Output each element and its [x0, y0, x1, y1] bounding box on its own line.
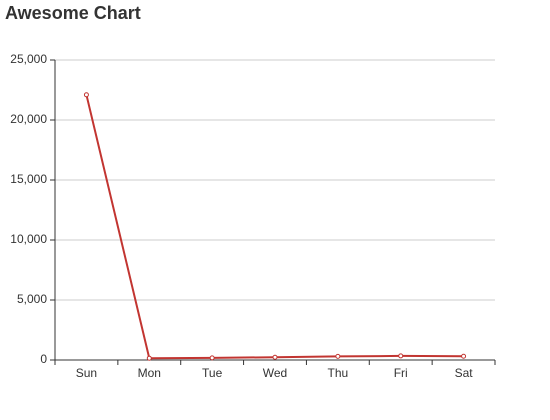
- data-point: [398, 353, 404, 359]
- x-tick-label: Mon: [138, 366, 161, 380]
- y-tick-label: 0: [40, 352, 47, 366]
- data-point: [461, 353, 467, 359]
- x-tick-label: Sat: [455, 366, 474, 380]
- x-tick-label: Sun: [76, 366, 97, 380]
- data-point: [146, 355, 152, 361]
- x-tick-label: Wed: [263, 366, 287, 380]
- y-tick-label: 25,000: [10, 52, 47, 66]
- x-tick-label: Thu: [328, 366, 349, 380]
- series-line: [85, 94, 464, 360]
- data-point: [83, 92, 89, 98]
- y-tick-label: 20,000: [10, 112, 47, 126]
- data-point: [209, 355, 215, 361]
- x-tick-label: Fri: [394, 366, 408, 380]
- y-tick-label: 5,000: [17, 292, 47, 306]
- x-tick-label: Tue: [202, 366, 223, 380]
- data-point: [335, 353, 341, 359]
- y-tick-label: 15,000: [10, 172, 47, 186]
- chart-title: Awesome Chart: [5, 3, 141, 23]
- y-tick-label: 10,000: [10, 232, 47, 246]
- data-point: [272, 354, 278, 360]
